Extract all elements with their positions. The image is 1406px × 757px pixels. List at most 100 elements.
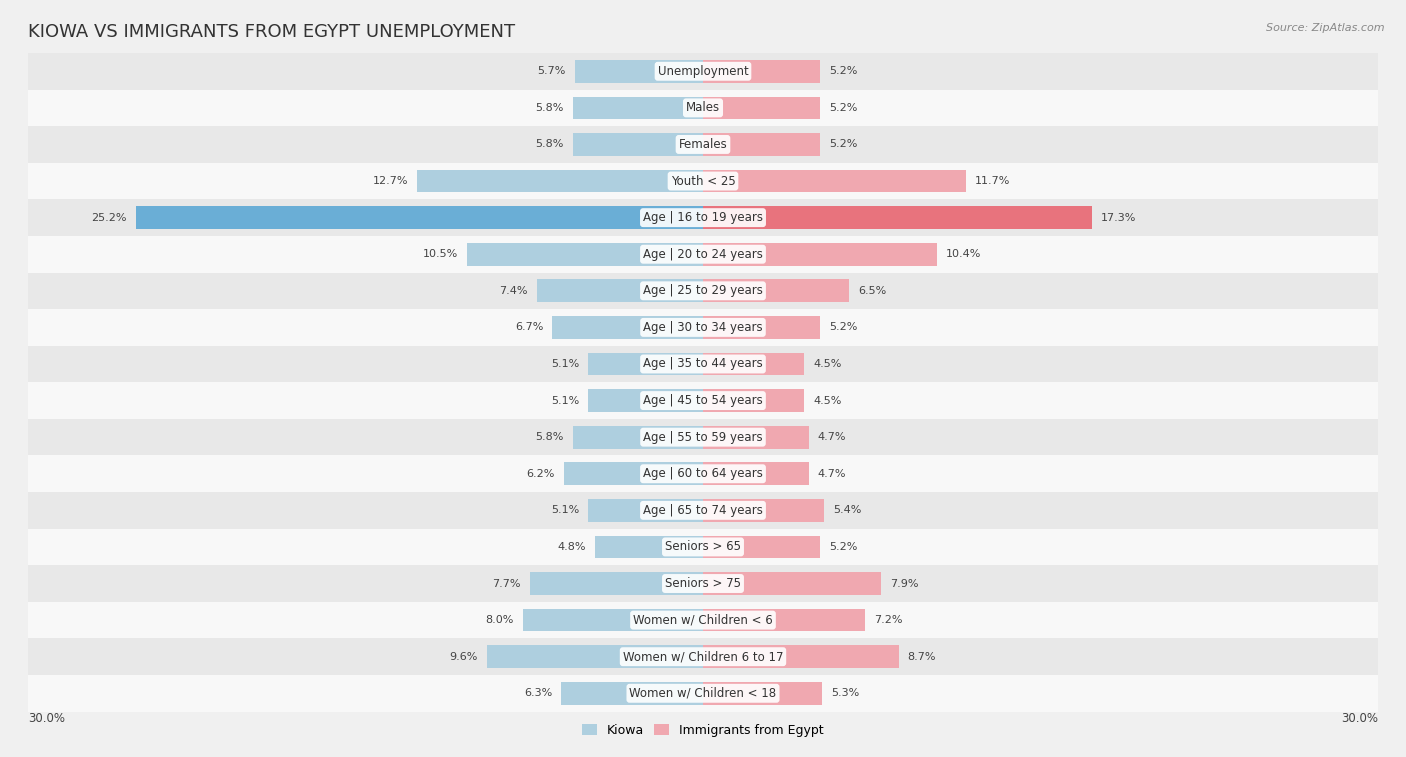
Bar <box>703 646 898 668</box>
Bar <box>703 170 966 192</box>
Text: 4.5%: 4.5% <box>813 396 842 406</box>
Bar <box>553 316 703 338</box>
Text: 5.8%: 5.8% <box>536 432 564 442</box>
Text: 5.1%: 5.1% <box>551 359 579 369</box>
Text: Age | 65 to 74 years: Age | 65 to 74 years <box>643 504 763 517</box>
Bar <box>703 682 823 705</box>
Bar <box>28 565 1378 602</box>
Text: Age | 35 to 44 years: Age | 35 to 44 years <box>643 357 763 370</box>
Text: Age | 55 to 59 years: Age | 55 to 59 years <box>643 431 763 444</box>
Bar <box>523 609 703 631</box>
Bar <box>703 463 808 485</box>
Bar <box>28 528 1378 565</box>
Bar <box>561 682 703 705</box>
Bar <box>703 316 820 338</box>
Text: 9.6%: 9.6% <box>450 652 478 662</box>
Bar <box>703 426 808 448</box>
Text: 5.2%: 5.2% <box>830 542 858 552</box>
Bar <box>28 53 1378 89</box>
Text: Seniors > 65: Seniors > 65 <box>665 540 741 553</box>
Bar <box>28 675 1378 712</box>
Text: Age | 25 to 29 years: Age | 25 to 29 years <box>643 285 763 298</box>
Bar <box>703 133 820 156</box>
Text: 4.5%: 4.5% <box>813 359 842 369</box>
Bar <box>28 89 1378 126</box>
Text: 5.2%: 5.2% <box>830 139 858 149</box>
Bar <box>28 273 1378 309</box>
Text: 5.2%: 5.2% <box>830 103 858 113</box>
Text: 6.5%: 6.5% <box>858 286 886 296</box>
Text: 6.7%: 6.7% <box>515 322 543 332</box>
Text: 6.2%: 6.2% <box>526 469 554 478</box>
Text: Females: Females <box>679 138 727 151</box>
Text: Women w/ Children 6 to 17: Women w/ Children 6 to 17 <box>623 650 783 663</box>
Bar <box>418 170 703 192</box>
Bar <box>28 199 1378 236</box>
Bar <box>28 382 1378 419</box>
Bar <box>28 638 1378 675</box>
Bar <box>703 499 824 522</box>
Text: 5.1%: 5.1% <box>551 396 579 406</box>
Bar <box>28 309 1378 346</box>
Text: 8.7%: 8.7% <box>908 652 936 662</box>
Bar <box>572 97 703 119</box>
Text: 5.4%: 5.4% <box>834 506 862 516</box>
Bar <box>28 419 1378 456</box>
Text: 10.5%: 10.5% <box>423 249 458 259</box>
Text: 8.0%: 8.0% <box>485 615 515 625</box>
Text: 5.2%: 5.2% <box>830 67 858 76</box>
Text: KIOWA VS IMMIGRANTS FROM EGYPT UNEMPLOYMENT: KIOWA VS IMMIGRANTS FROM EGYPT UNEMPLOYM… <box>28 23 515 41</box>
Bar <box>595 536 703 558</box>
Text: 5.1%: 5.1% <box>551 506 579 516</box>
Bar <box>28 126 1378 163</box>
Text: 7.9%: 7.9% <box>890 578 918 588</box>
Text: 6.3%: 6.3% <box>524 688 553 698</box>
Text: Women w/ Children < 18: Women w/ Children < 18 <box>630 687 776 699</box>
Bar <box>703 536 820 558</box>
Text: 11.7%: 11.7% <box>976 176 1011 186</box>
Text: Unemployment: Unemployment <box>658 65 748 78</box>
Bar <box>530 572 703 595</box>
Text: 5.8%: 5.8% <box>536 103 564 113</box>
Text: Seniors > 75: Seniors > 75 <box>665 577 741 590</box>
Bar <box>703 243 936 266</box>
Text: 4.7%: 4.7% <box>818 469 846 478</box>
Bar <box>703 389 804 412</box>
Bar <box>572 133 703 156</box>
Bar <box>28 492 1378 528</box>
Text: Males: Males <box>686 101 720 114</box>
Text: 5.7%: 5.7% <box>537 67 565 76</box>
Bar <box>467 243 703 266</box>
Bar <box>588 389 703 412</box>
Text: Age | 16 to 19 years: Age | 16 to 19 years <box>643 211 763 224</box>
Bar <box>703 279 849 302</box>
Bar <box>28 236 1378 273</box>
Bar <box>28 456 1378 492</box>
Text: 25.2%: 25.2% <box>91 213 127 223</box>
Text: 10.4%: 10.4% <box>946 249 981 259</box>
Text: Age | 30 to 34 years: Age | 30 to 34 years <box>643 321 763 334</box>
Bar <box>703 353 804 375</box>
Text: Age | 60 to 64 years: Age | 60 to 64 years <box>643 467 763 480</box>
Bar <box>28 346 1378 382</box>
Bar <box>564 463 703 485</box>
Bar <box>588 499 703 522</box>
Text: 17.3%: 17.3% <box>1101 213 1136 223</box>
Legend: Kiowa, Immigrants from Egypt: Kiowa, Immigrants from Egypt <box>576 718 830 742</box>
Bar <box>703 97 820 119</box>
Bar <box>575 60 703 83</box>
Text: 30.0%: 30.0% <box>28 712 65 725</box>
Text: Age | 20 to 24 years: Age | 20 to 24 years <box>643 248 763 260</box>
Text: Women w/ Children < 6: Women w/ Children < 6 <box>633 614 773 627</box>
Text: 4.7%: 4.7% <box>818 432 846 442</box>
Bar <box>486 646 703 668</box>
Bar <box>588 353 703 375</box>
Bar <box>28 163 1378 199</box>
Text: 7.4%: 7.4% <box>499 286 527 296</box>
Text: 30.0%: 30.0% <box>1341 712 1378 725</box>
Text: Youth < 25: Youth < 25 <box>671 175 735 188</box>
Bar <box>703 609 865 631</box>
Text: 5.8%: 5.8% <box>536 139 564 149</box>
Bar <box>572 426 703 448</box>
Text: 12.7%: 12.7% <box>373 176 408 186</box>
